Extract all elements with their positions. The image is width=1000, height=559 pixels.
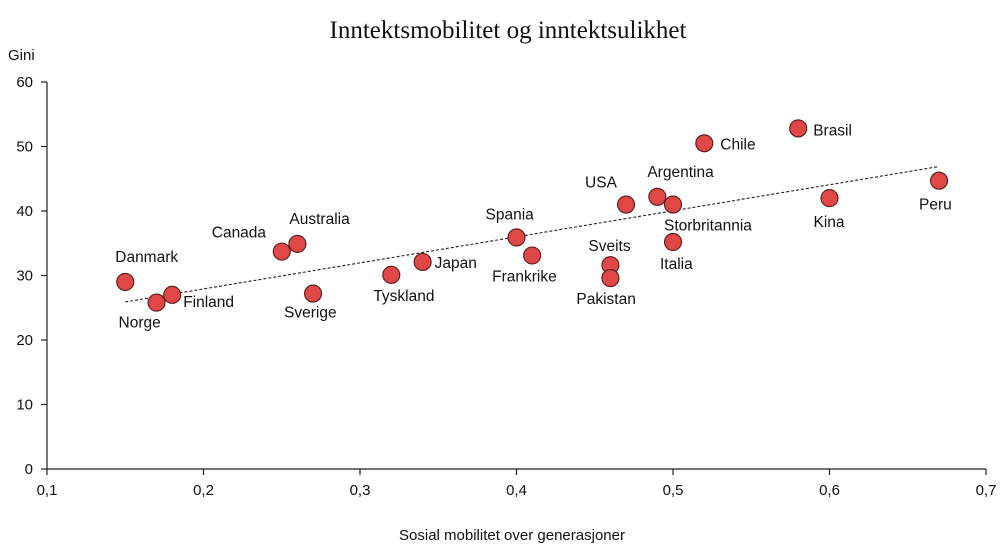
point-label-storbritannia: Storbritannia [664, 218, 752, 235]
point-label-usa: USA [585, 175, 618, 192]
point-label-australia: Australia [289, 211, 350, 228]
point-peru [929, 171, 949, 190]
point-label-danmark: Danmark [115, 249, 178, 266]
point-frankrike [523, 246, 542, 265]
point-tyskland [382, 265, 401, 284]
point-japan [413, 252, 432, 272]
point-label-tyskland: Tyskland [373, 288, 434, 305]
x-tick-label: 0,2 [193, 482, 214, 499]
point-label-finland: Finland [183, 294, 234, 311]
point-usa [616, 195, 636, 214]
point-brasil [789, 119, 808, 138]
y-axis-label: Gini [8, 47, 35, 64]
x-tick-label: 0,1 [37, 482, 58, 499]
x-axis-label: Sosial mobilitet over generasjoner [399, 527, 625, 544]
point-canada [272, 242, 291, 261]
point-sverige [303, 284, 323, 303]
point-finland [163, 285, 182, 304]
x-tick-label: 0,7 [976, 482, 997, 499]
point-label-frankrike: Frankrike [492, 269, 557, 286]
point-chile [695, 134, 714, 153]
trendline [125, 165, 940, 303]
trendline-layer [125, 165, 940, 303]
x-tick-label: 0,4 [506, 482, 527, 499]
point-italia [663, 232, 683, 252]
point-australia [288, 234, 307, 253]
y-tick-label: 30 [16, 268, 33, 285]
x-tick-label: 0,5 [663, 482, 684, 499]
y-tick-label: 0 [25, 461, 33, 478]
y-tick-label: 60 [16, 74, 33, 91]
point-argentina [648, 187, 667, 206]
point-danmark [116, 272, 135, 292]
point-label-sveits: Sveits [588, 238, 630, 255]
point-label-kina: Kina [814, 214, 845, 231]
point-label-japan: Japan [435, 255, 477, 272]
x-tick-label: 0,3 [350, 482, 371, 499]
chart-title: Inntektsmobilitet og inntektsulikhet [330, 17, 687, 44]
point-label-argentina: Argentina [647, 164, 714, 181]
point-label-peru: Peru [919, 197, 952, 214]
point-spania [507, 228, 526, 247]
point-pakistan [601, 269, 620, 288]
point-kina [820, 189, 839, 208]
y-tick-label: 50 [16, 139, 33, 156]
x-tick-label: 0,6 [819, 482, 840, 499]
point-label-canada: Canada [212, 225, 267, 242]
data-points [116, 119, 949, 312]
point-label-chile: Chile [720, 136, 755, 153]
y-tick-label: 10 [16, 397, 33, 414]
point-label-sverige: Sverige [284, 305, 337, 322]
point-storbritannia [663, 195, 683, 214]
axis-ticks: 0,1 0,2 0,3 0,4 0,5 0,6 0,7 0 10 20 30 40 50 60 [16, 74, 996, 499]
point-norge [147, 293, 166, 312]
point-label-spania: Spania [486, 206, 535, 223]
point-labels: Danmark Norge Finland Canada Australia Sverig… [115, 122, 952, 331]
point-label-brasil: Brasil [813, 122, 852, 139]
point-label-pakistan: Pakistan [576, 291, 635, 308]
point-label-italia: Italia [660, 256, 693, 273]
y-tick-label: 40 [16, 203, 33, 220]
y-tick-label: 20 [16, 332, 33, 349]
point-label-norge: Norge [119, 315, 161, 332]
